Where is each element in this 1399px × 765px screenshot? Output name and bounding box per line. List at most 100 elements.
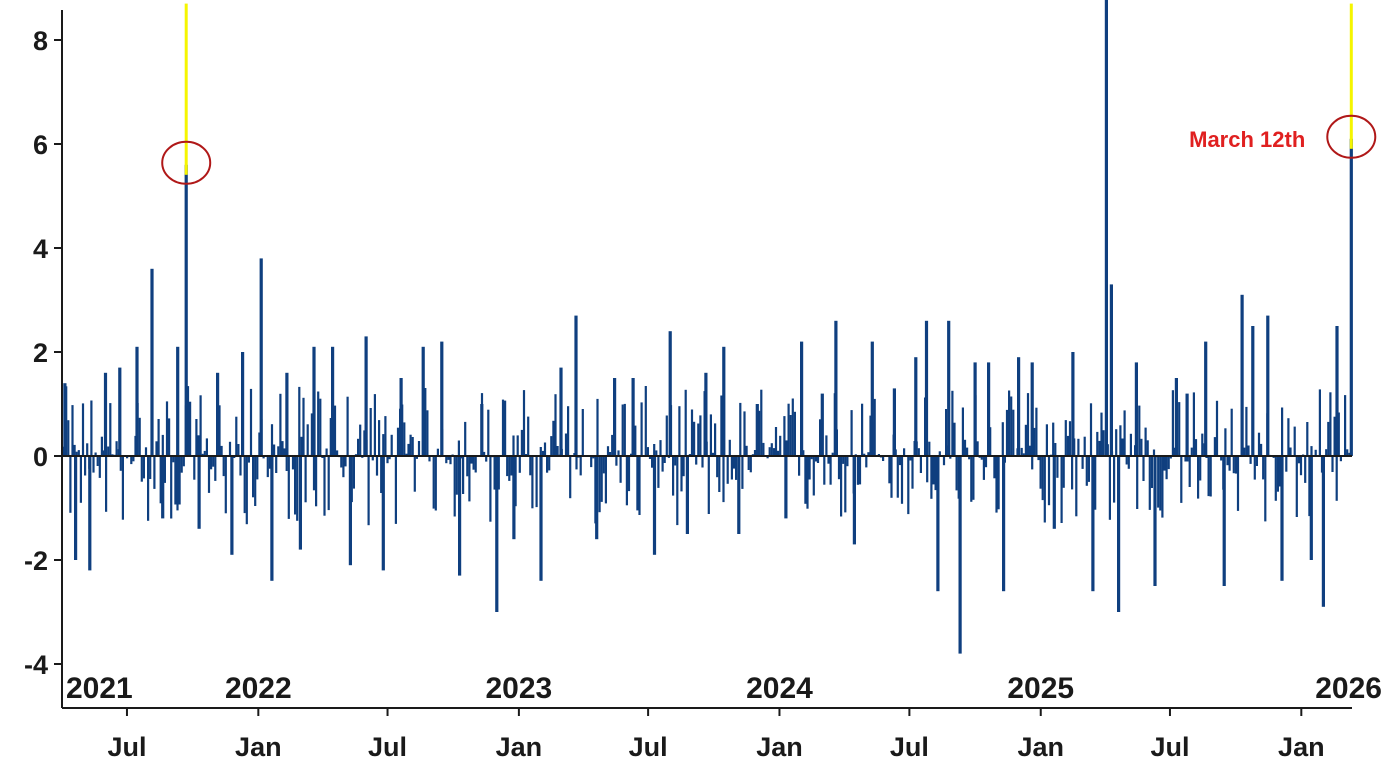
noise-bar [693, 421, 696, 456]
noise-bar [1022, 453, 1025, 456]
year-label: 2023 [486, 672, 553, 705]
noise-bar [275, 456, 278, 473]
noise-bar [1308, 456, 1311, 517]
noise-bar [1339, 456, 1342, 462]
noise-bar [982, 456, 985, 480]
data-bar [1153, 456, 1157, 586]
noise-bar [1043, 456, 1046, 523]
data-bar [958, 456, 962, 654]
noise-bar [487, 409, 490, 456]
noise-bar [661, 456, 664, 472]
noise-bar [218, 405, 221, 456]
noise-bar [1119, 425, 1122, 456]
noise-bar [680, 456, 683, 492]
noise-bar [327, 456, 330, 511]
noise-bar [1188, 456, 1191, 487]
noise-bar [665, 415, 668, 456]
noise-bar [770, 443, 773, 456]
noise-bar [903, 448, 906, 456]
noise-bar [1085, 456, 1088, 486]
noise-bar [1005, 409, 1009, 456]
noise-bar [970, 456, 973, 502]
noise-bar [728, 439, 731, 456]
noise-bar [909, 456, 912, 461]
noise-bar [1001, 422, 1004, 456]
noise-bar [315, 456, 318, 507]
noise-bar [1056, 456, 1059, 478]
data-bar [852, 456, 856, 545]
noise-bar [810, 456, 813, 460]
noise-bar [1169, 456, 1172, 459]
data-bar [331, 346, 335, 456]
noise-bar [1310, 446, 1313, 456]
data-bar [1174, 378, 1178, 456]
noise-bar [462, 456, 465, 494]
noise-bar [745, 445, 748, 456]
noise-bar [1304, 456, 1307, 483]
noise-bar [718, 456, 721, 492]
noise-bar [1144, 427, 1147, 456]
noise-bar [615, 456, 618, 466]
noise-bar [413, 456, 416, 492]
noise-bar [968, 456, 971, 460]
data-bar [704, 372, 708, 456]
noise-bar [1230, 408, 1233, 456]
noise-bar [856, 456, 859, 485]
noise-bar [464, 421, 467, 456]
annotation-label: March 12th [1189, 127, 1305, 152]
noise-bar [373, 394, 376, 456]
noise-bar [90, 400, 93, 456]
noise-bar [1012, 409, 1015, 456]
noise-bar [690, 409, 694, 456]
y-tick-label: -4 [24, 650, 48, 680]
noise-bar [934, 456, 937, 491]
noise-bar [1213, 437, 1216, 456]
noise-bar [802, 450, 805, 456]
noise-bar [527, 416, 530, 456]
noise-bar [1197, 456, 1200, 499]
noise-bar [749, 456, 752, 473]
noise-bar [1245, 406, 1248, 456]
noise-bar [73, 444, 76, 456]
noise-bar [506, 456, 509, 477]
noise-bar [735, 456, 738, 480]
noise-bar [1039, 456, 1042, 489]
noise-bar [390, 434, 393, 456]
noise-bar [861, 403, 864, 456]
noise-bar [359, 424, 362, 456]
noise-bar [207, 456, 211, 493]
noise-bar [1190, 447, 1193, 456]
noise-bar [1293, 426, 1296, 456]
noise-bar [995, 456, 998, 513]
noise-bar [1123, 410, 1126, 456]
noise-bar [1077, 438, 1080, 456]
noise-bar [793, 411, 796, 456]
noise-bar [716, 456, 719, 478]
noise-bar [722, 456, 725, 503]
noise-bar [172, 456, 175, 463]
data-bar [348, 456, 352, 566]
noise-bar [928, 441, 931, 456]
noise-bar [468, 456, 471, 502]
noise-bar [115, 441, 118, 456]
data-bar [118, 367, 122, 456]
noise-bar [1102, 430, 1105, 456]
noise-bar [105, 456, 108, 512]
data-bar [458, 456, 462, 576]
noise-bar [165, 401, 169, 456]
data-bar [495, 456, 499, 612]
x-tick-label: Jan [496, 732, 543, 760]
noise-bar [1064, 420, 1067, 456]
noise-bar [858, 456, 862, 485]
noise-bar [195, 419, 198, 456]
noise-bar [256, 456, 259, 480]
noise-bar [972, 456, 975, 500]
noise-bar [336, 450, 339, 456]
noise-bar [747, 456, 750, 470]
noise-bar [882, 456, 885, 461]
daily-noise-bars [63, 386, 1351, 526]
noise-bar [672, 456, 675, 496]
noise-bar [1159, 456, 1162, 511]
noise-bar [210, 456, 213, 470]
noise-bar [386, 456, 389, 464]
